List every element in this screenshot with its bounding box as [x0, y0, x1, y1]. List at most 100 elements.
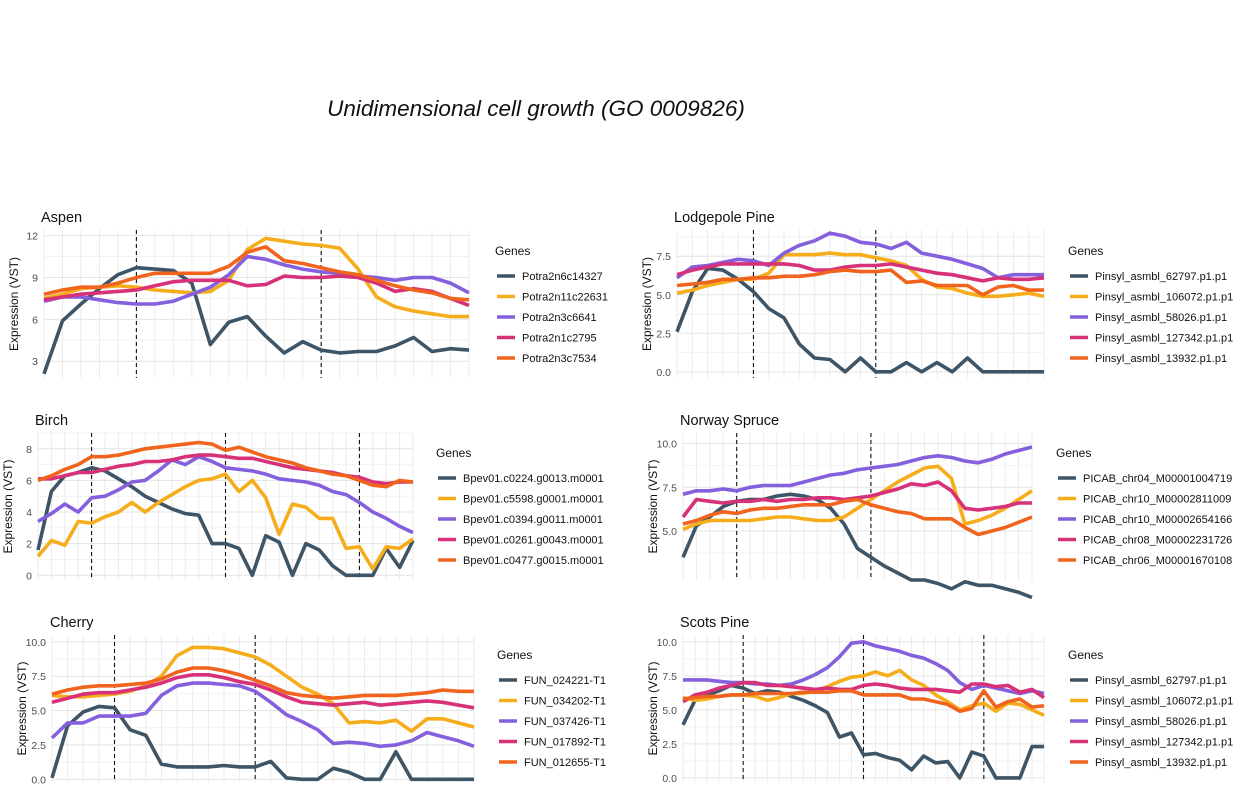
- series-line: [51, 645, 475, 734]
- series-line: [37, 440, 414, 489]
- legend: Genes Pinsyl_asmbl_62797.p1.p1 Pinsyl_asmb…: [1068, 648, 1233, 769]
- series-line: [681, 683, 1044, 780]
- y-tick-label: 5.0: [31, 706, 46, 718]
- legend-title: Genes: [1068, 244, 1103, 258]
- y-tick-label: 5.0: [662, 705, 677, 717]
- legend-label: FUN_034202-T1: [524, 696, 606, 708]
- legend-title: Genes: [495, 244, 530, 258]
- panel-title: Lodgepole Pine: [674, 210, 775, 226]
- legend-title: Genes: [1068, 648, 1103, 662]
- panel-cherry: 0.0 2.5 5.0 7.5 10.0 Expression (VST) Cherry Ge…: [15, 615, 606, 786]
- y-axis-label: Expression (VST): [646, 459, 660, 553]
- panel-title: Scots Pine: [680, 615, 749, 631]
- legend-label: FUN_037426-T1: [524, 716, 606, 728]
- legend-label: Pinsyl_asmbl_127342.p1.p1: [1095, 333, 1233, 345]
- y-tick-label: 7.5: [662, 671, 677, 683]
- legend-label: Pinsyl_asmbl_58026.p1.p1: [1095, 312, 1227, 324]
- legend-label: PICAB_chr08_M00002231726: [1083, 535, 1232, 547]
- series-line: [51, 666, 474, 701]
- y-tick-label: 2.5: [656, 328, 671, 340]
- legend-label: Bpev01.c0477.g0015.m0001: [463, 555, 604, 567]
- legend-label: FUN_024221-T1: [524, 675, 606, 687]
- figure-title: Unidimensional cell growth (GO 0009826): [327, 96, 745, 121]
- series-line: [50, 704, 474, 782]
- series-line: [37, 454, 414, 535]
- y-tick-label: 0.0: [31, 774, 46, 786]
- series-line: [43, 236, 469, 319]
- legend-title: Genes: [436, 446, 471, 460]
- gridlines: [43, 230, 470, 378]
- series-line: [682, 445, 1033, 497]
- series-line: [675, 231, 1044, 280]
- y-tick-label: 0: [26, 570, 32, 582]
- legend-label: PICAB_chr04_M00001004719: [1083, 473, 1232, 485]
- legend-label: FUN_012655-T1: [524, 757, 606, 769]
- legend-label: Potra2n6c14327: [522, 271, 603, 283]
- legend-title: Genes: [497, 648, 532, 662]
- legend-label: Pinsyl_asmbl_62797.p1.p1: [1095, 271, 1227, 283]
- y-tick-label: 2.5: [31, 740, 46, 752]
- gridlines: [676, 230, 1045, 378]
- series-line: [50, 681, 475, 749]
- legend-label: Pinsyl_asmbl_58026.p1.p1: [1095, 716, 1227, 728]
- legend: Genes Pinsyl_asmbl_62797.p1.p1 Pinsyl_asmb…: [1068, 244, 1233, 365]
- legend: Genes Potra2n6c14327 Potra2n11c22631 Potra2…: [495, 244, 608, 365]
- y-tick-label: 4: [26, 507, 32, 519]
- y-tick-label: 2: [26, 539, 32, 551]
- legend-label: Pinsyl_asmbl_13932.p1.p1: [1095, 757, 1227, 769]
- series-line: [36, 472, 415, 571]
- y-axis-label: Expression (VST): [640, 257, 654, 351]
- y-tick-label: 5.0: [662, 526, 677, 538]
- panel-title: Norway Spruce: [680, 413, 779, 429]
- legend-label: PICAB_chr06_M00001670108: [1083, 555, 1232, 567]
- legend-label: Pinsyl_asmbl_127342.p1.p1: [1095, 737, 1233, 749]
- panel-aspen: 3 6 9 12 Expression (VST) Aspen Genes Potra2n6c…: [7, 210, 608, 378]
- series-line: [43, 274, 470, 308]
- legend: Genes FUN_024221-T1 FUN_034202-T1 FUN_03742…: [497, 648, 606, 769]
- y-tick-label: 3: [32, 356, 38, 368]
- legend-label: Bpev01.c0394.g0011.m0001: [463, 514, 603, 526]
- legend-label: Bpev01.c5598.g0001.m0001: [463, 494, 604, 506]
- legend-label: Pinsyl_asmbl_106072.p1.p1: [1095, 292, 1233, 304]
- series-line: [43, 254, 470, 306]
- y-tick-label: 10.0: [26, 637, 47, 649]
- panel-scots-pine: 0.0 2.5 5.0 7.5 10.0 Expression (VST) Scots Pi…: [646, 615, 1233, 785]
- y-tick-label: 5.0: [656, 290, 671, 302]
- y-tick-label: 2.5: [662, 739, 677, 751]
- series-line: [682, 688, 1045, 714]
- y-axis-label: Expression (VST): [15, 661, 29, 755]
- y-tick-label: 9: [32, 272, 38, 284]
- legend-label: Bpev01.c0224.g0013.m0001: [463, 473, 604, 485]
- panel-title: Cherry: [50, 615, 94, 631]
- y-tick-label: 12: [26, 231, 38, 243]
- legend-label: PICAB_chr10_M00002654166: [1083, 514, 1232, 526]
- legend-label: PICAB_chr10_M00002811009: [1083, 494, 1231, 506]
- series-line: [43, 245, 470, 302]
- y-axis-label: Expression (VST): [1, 459, 15, 553]
- legend-label: Pinsyl_asmbl_62797.p1.p1: [1095, 675, 1227, 687]
- y-tick-label: 6: [32, 314, 38, 326]
- series-line: [682, 497, 1033, 537]
- panel-birch: 0 2 4 6 8 Expression (VST) Birch Genes Bpev01.c0…: [1, 413, 604, 582]
- series-line: [676, 268, 1044, 297]
- y-tick-label: 0.0: [656, 367, 671, 379]
- series-line: [682, 464, 1033, 531]
- panel-norway-spruce: 5.0 7.5 10.0 Expression (VST) Norway Spruce G…: [646, 413, 1232, 600]
- series-line: [42, 265, 470, 375]
- series-line: [51, 672, 475, 710]
- legend-label: Potra2n11c22631: [522, 292, 608, 304]
- legend-label: Potra2n3c7534: [522, 353, 597, 365]
- y-axis-label: Expression (VST): [7, 257, 21, 351]
- y-tick-label: 6: [26, 475, 32, 487]
- legend: Genes PICAB_chr04_M00001004719 PICAB_chr10…: [1056, 446, 1232, 567]
- legend: Genes Bpev01.c0224.g0013.m0001 Bpev01.c559…: [436, 446, 604, 567]
- y-tick-label: 10.0: [657, 637, 678, 649]
- panel-title: Birch: [35, 413, 68, 429]
- legend-label: Potra2n3c6641: [522, 312, 597, 324]
- series-line: [676, 262, 1045, 283]
- y-tick-label: 10.0: [657, 439, 678, 451]
- legend-label: Pinsyl_asmbl_13932.p1.p1: [1095, 353, 1227, 365]
- y-tick-label: 7.5: [662, 482, 677, 494]
